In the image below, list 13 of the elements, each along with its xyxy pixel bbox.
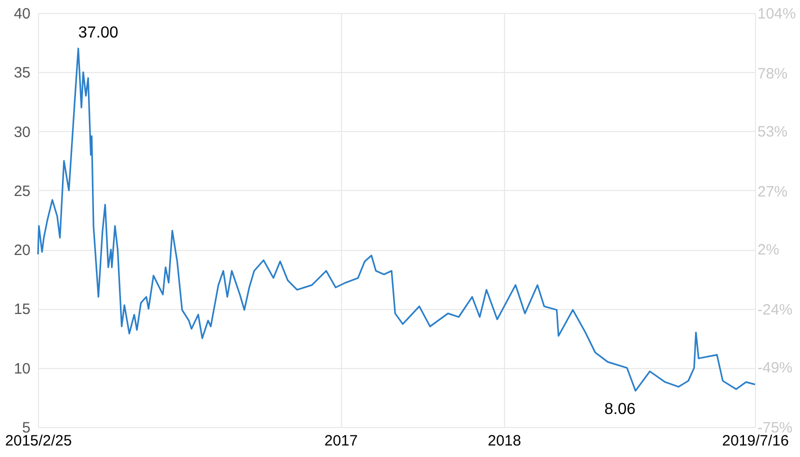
line-series [37, 48, 756, 392]
x-tick-label: 2017 [324, 432, 358, 450]
y-tick-label: 30 [14, 124, 30, 141]
x-tick-label: 2019/7/16 [722, 432, 789, 450]
y-tick-label: 10 [14, 360, 30, 378]
annotation: 8.06 [604, 400, 636, 418]
y-tick-label: 35 [14, 64, 30, 82]
y-tick-label: 15 [14, 301, 30, 318]
y-tick-label: 25 [14, 182, 30, 200]
annotation: 37.00 [78, 24, 118, 42]
y-tick-label: 20 [14, 242, 30, 260]
y-tick-label: 40 [14, 6, 30, 22]
x-tick-label: 2018 [488, 432, 522, 450]
